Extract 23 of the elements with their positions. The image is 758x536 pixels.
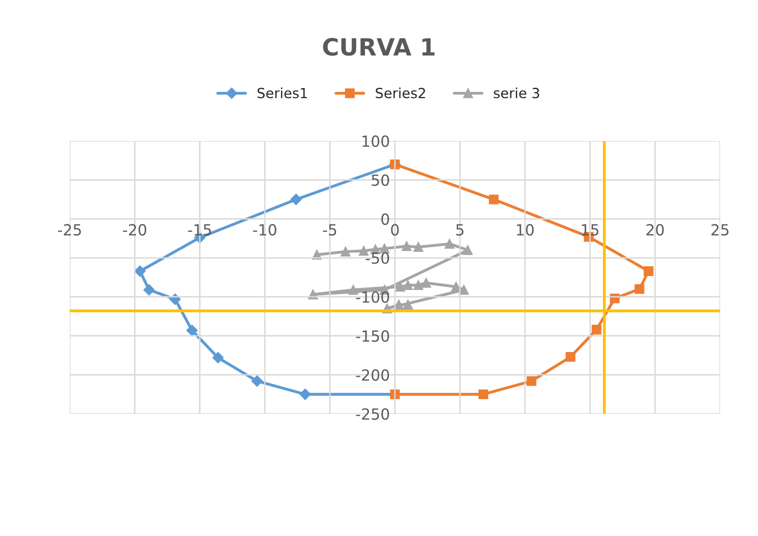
y-tick-label: 0 bbox=[381, 213, 390, 225]
y-tick-label: 100 bbox=[362, 135, 390, 147]
legend-label: Series2 bbox=[376, 88, 426, 98]
legend-label: Series1 bbox=[258, 88, 307, 98]
x-tick-label: 25 bbox=[712, 224, 728, 236]
y-tick-label: -250 bbox=[356, 408, 390, 420]
y-tick-label: 50 bbox=[372, 174, 390, 186]
x-tick-label: 0 bbox=[391, 224, 399, 236]
x-tick-label: -15 bbox=[188, 224, 211, 236]
y-tick-label: -150 bbox=[356, 330, 390, 342]
x-tick-label: -20 bbox=[123, 224, 146, 236]
x-tick-label: -10 bbox=[253, 224, 276, 236]
x-tick-label: -25 bbox=[58, 224, 81, 236]
x-tick-label: 5 bbox=[456, 224, 464, 236]
x-tick-label: 15 bbox=[582, 224, 598, 236]
y-tick-label: -100 bbox=[356, 291, 390, 303]
x-tick-label: -5 bbox=[323, 224, 336, 236]
x-tick-label: 10 bbox=[516, 224, 534, 236]
legend-label: serie 3 bbox=[494, 88, 540, 98]
x-tick-label: 20 bbox=[646, 224, 664, 236]
chart-title: CURVA 1 bbox=[323, 38, 435, 56]
y-tick-label: -200 bbox=[356, 369, 390, 381]
y-tick-label: -50 bbox=[366, 252, 390, 264]
